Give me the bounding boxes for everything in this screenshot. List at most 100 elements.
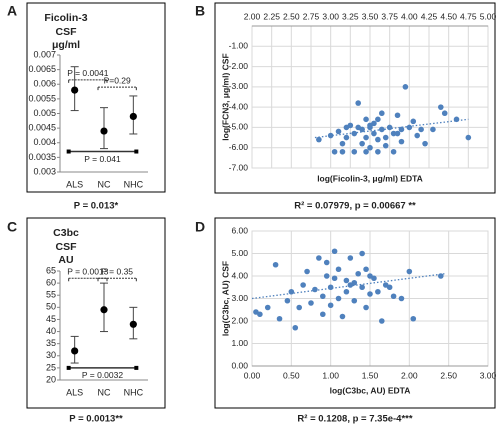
caption: P = 0.013* (74, 201, 119, 212)
point (351, 297, 358, 304)
x-tick-label: 0.00 (244, 370, 261, 380)
point (382, 134, 389, 141)
point (406, 268, 413, 275)
point (331, 275, 338, 282)
point (327, 132, 334, 139)
x-tick-label: 0.50 (283, 370, 300, 380)
x-tick-label: NHC (124, 179, 144, 189)
bracket-end (134, 365, 139, 370)
y-tick-label: -5.00 (229, 122, 249, 132)
x-tick-label: 5.00 (480, 11, 497, 21)
point (272, 261, 279, 268)
panel-frame (26, 2, 166, 193)
point (371, 130, 377, 137)
p-value: P = 0.0013 (67, 267, 108, 277)
caption: R² = 0.1208, p = 7.35e-4*** (297, 414, 412, 425)
point (375, 116, 381, 123)
point (284, 297, 291, 304)
y-tick-label: 0.0035 (28, 152, 56, 162)
x-tick-label: ALS (66, 179, 83, 189)
point (394, 130, 401, 137)
point (363, 134, 369, 141)
y-tick-label: 30 (46, 350, 56, 360)
point (320, 293, 326, 300)
x-tick-label: ALS (66, 387, 83, 397)
y-tick-label: 0.0055 (28, 93, 56, 103)
p-value: P = 0.041 (84, 154, 121, 164)
point (363, 116, 369, 123)
x-tick-label: 2.25 (263, 11, 280, 21)
y-tick-label: 2.00 (231, 315, 248, 325)
point (398, 138, 405, 145)
point (264, 304, 271, 311)
point (367, 122, 373, 129)
point (339, 313, 346, 320)
x-tick-label: 3.25 (342, 11, 359, 21)
point (71, 347, 79, 355)
panel-title: μg/ml (52, 39, 80, 51)
point (422, 140, 428, 147)
y-tick-label: 50 (46, 302, 56, 312)
y-tick-label: 65 (46, 265, 56, 275)
p-value: P = 0.0041 (67, 68, 108, 78)
y-tick-label: 45 (46, 314, 56, 324)
point (375, 136, 381, 143)
y-tick-label: 55 (46, 290, 56, 300)
point (390, 148, 397, 155)
panel-frame (214, 217, 496, 409)
point (129, 112, 137, 121)
panel-label: A (7, 3, 17, 19)
point (386, 284, 393, 291)
point (355, 124, 362, 131)
point (465, 134, 472, 141)
point (359, 140, 365, 147)
point (347, 282, 354, 288)
y-tick-label: -6.00 (229, 142, 249, 152)
x-tick-label: 2.50 (440, 370, 457, 380)
panel-label: D (195, 219, 205, 235)
y-tick-label: 40 (46, 326, 56, 336)
point (312, 286, 318, 293)
point (304, 268, 310, 275)
y-tick-label: 1.00 (231, 338, 248, 348)
point (100, 306, 108, 314)
point (339, 140, 346, 147)
point (418, 126, 424, 133)
panel-label: B (195, 3, 205, 19)
point (331, 248, 338, 255)
bracket-end (66, 365, 71, 370)
point (316, 136, 322, 143)
point (335, 295, 342, 302)
x-axis-label: log(C3bc, AU) EDTA (330, 385, 411, 395)
y-tick-label: -7.00 (229, 162, 249, 172)
point (339, 148, 346, 155)
point (257, 311, 263, 318)
y-axis-label: log(C3bc, AU) CSF (220, 261, 230, 336)
point (316, 255, 322, 261)
x-tick-label: 3.00 (322, 11, 339, 21)
point (351, 148, 358, 155)
caption: P = 0.0013** (69, 414, 123, 425)
point (323, 259, 330, 266)
panel-title: Ficolin-3 (44, 12, 87, 24)
point (398, 126, 405, 133)
point (276, 315, 283, 322)
point (129, 320, 137, 328)
p-value: P=0.29 (104, 75, 131, 85)
x-tick-label: NC (98, 179, 111, 189)
point (308, 300, 314, 306)
point (347, 255, 354, 261)
x-tick-label: 1.50 (362, 370, 379, 380)
caption: R² = 0.07979, p = 0.00667 ** (294, 201, 416, 212)
point (363, 304, 369, 311)
point (100, 127, 108, 135)
point (355, 100, 362, 106)
point (359, 284, 365, 291)
y-tick-label: 4.00 (231, 270, 248, 280)
point (386, 124, 393, 131)
point (355, 270, 362, 277)
point (430, 126, 436, 133)
x-tick-label: 3.50 (362, 11, 379, 21)
y-tick-label: 0.005 (33, 108, 56, 118)
x-tick-label: NHC (124, 387, 144, 397)
